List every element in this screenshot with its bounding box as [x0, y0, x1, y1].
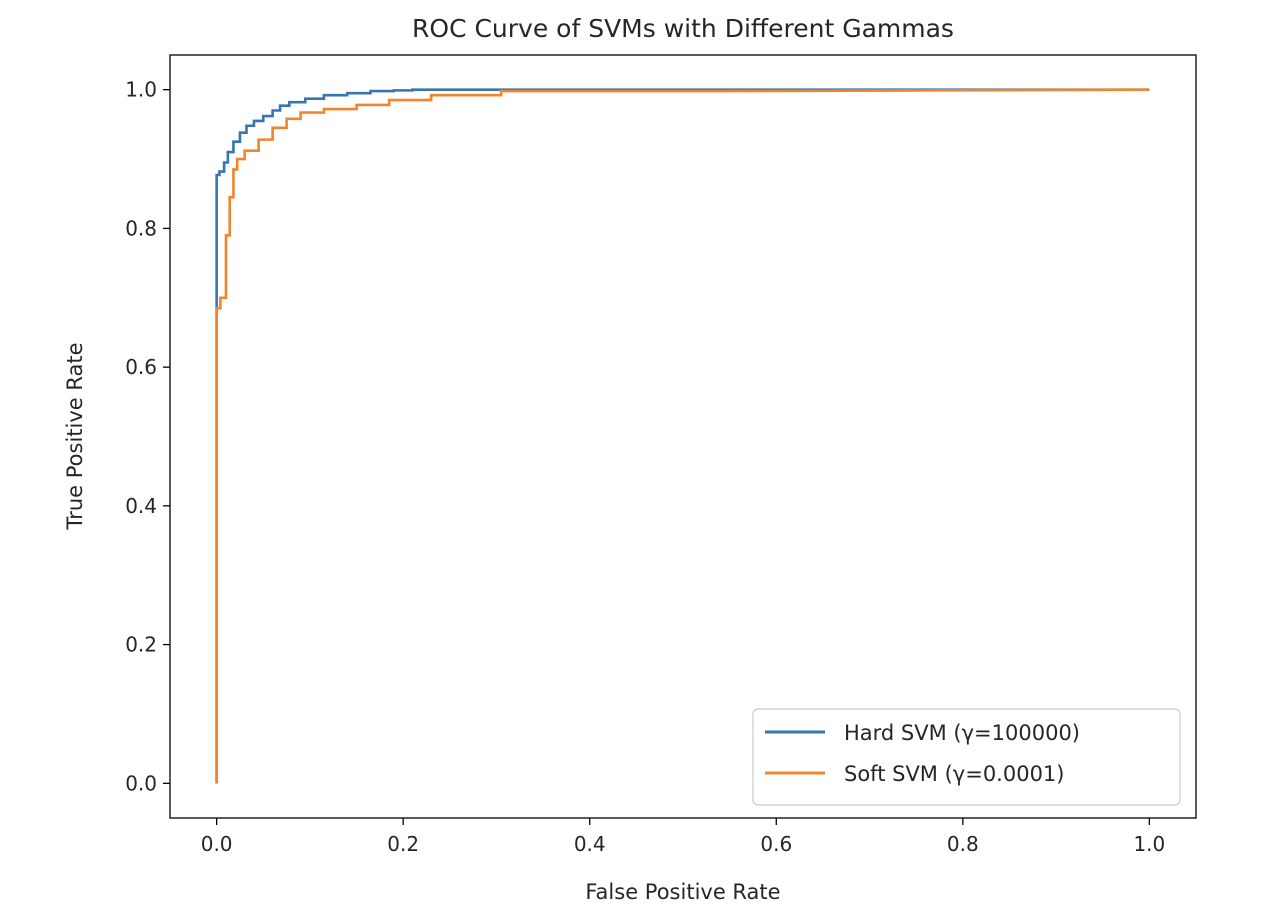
series-line-hard-svm [215, 88, 1150, 784]
y-tick-label: 1.0 [125, 78, 157, 102]
series-lines [215, 88, 1150, 784]
x-axis-ticks: 0.0 0.2 0.4 0.6 0.8 1.0 [201, 818, 1165, 856]
x-axis-label: False Positive Rate [585, 880, 780, 904]
x-tick-label: 0.0 [201, 832, 233, 856]
legend: Hard SVM (γ=100000) Soft SVM (γ=0.0001) [752, 708, 1181, 806]
x-tick-label: 0.2 [387, 832, 419, 856]
x-tick-label: 1.0 [1133, 832, 1165, 856]
series-line-soft-svm [215, 88, 1150, 784]
plot-area [169, 54, 1197, 819]
x-tick-label: 0.8 [947, 832, 979, 856]
axes-frame [169, 54, 1197, 819]
y-axis-label: True Positive Rate [63, 342, 87, 530]
legend-label-soft-svm: Soft SVM (γ=0.0001) [844, 762, 1065, 786]
y-tick-label: 0.2 [125, 633, 157, 657]
y-tick-label: 0.8 [125, 216, 157, 240]
y-tick-label: 0.6 [125, 355, 157, 379]
legend-box [752, 708, 1181, 806]
y-tick-label: 0.4 [125, 494, 157, 518]
y-axis-ticks: 0.0 0.2 0.4 0.6 0.8 1.0 [125, 78, 170, 795]
y-tick-label: 0.0 [125, 771, 157, 795]
x-tick-label: 0.4 [574, 832, 606, 856]
chart-title: ROC Curve of SVMs with Different Gammas [412, 14, 954, 43]
legend-label-hard-svm: Hard SVM (γ=100000) [844, 721, 1080, 745]
x-tick-label: 0.6 [760, 832, 792, 856]
